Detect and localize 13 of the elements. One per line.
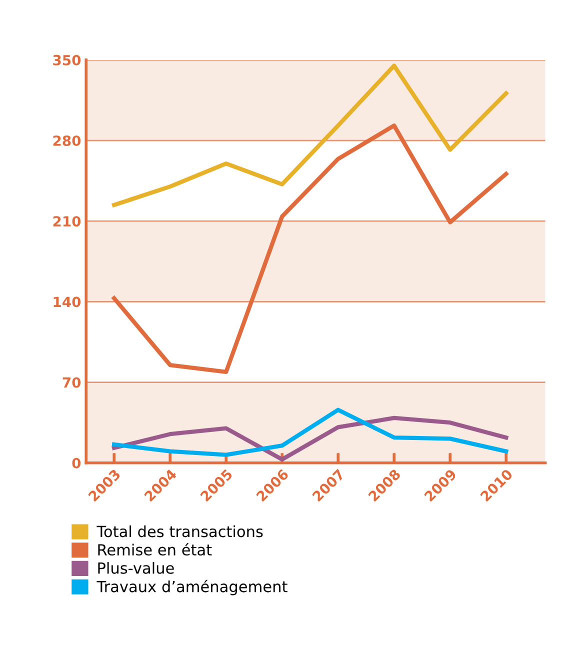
line-series <box>112 64 508 208</box>
legend-label: Remise en état <box>98 543 212 556</box>
legend-label: Total des transactions <box>96 525 263 538</box>
line-series <box>112 408 508 457</box>
y-tick-label: 210 <box>53 216 81 227</box>
y-tick-label: 70 <box>62 377 81 388</box>
legend-label: Plus-value <box>98 562 174 574</box>
legend-label: Travaux d’aménagement <box>96 580 288 596</box>
y-tick-label: 0 <box>72 458 81 468</box>
y-tick-label: 280 <box>53 135 81 146</box>
y-tick-label: 140 <box>54 296 81 308</box>
line-series <box>112 416 508 462</box>
y-tick-label: 350 <box>53 54 81 66</box>
